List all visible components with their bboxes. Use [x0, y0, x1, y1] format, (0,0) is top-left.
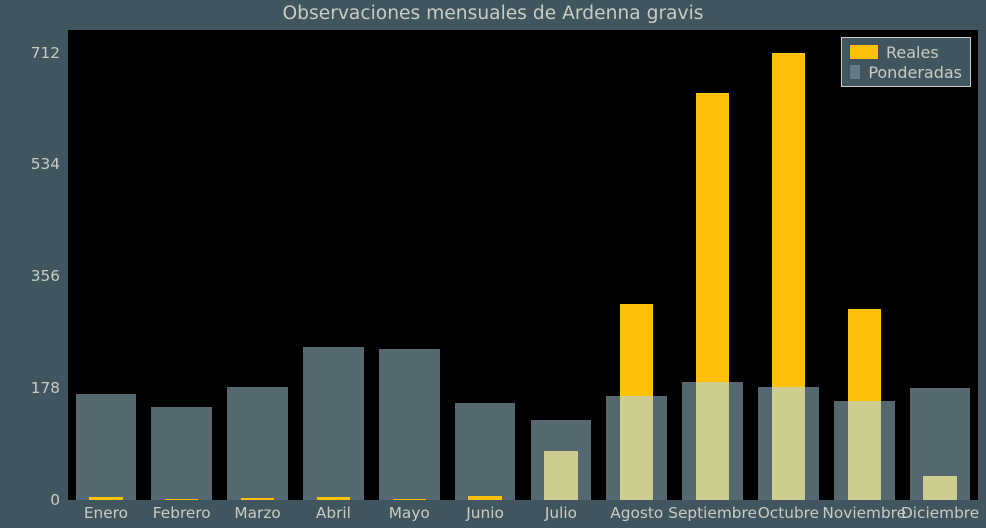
bar-reales-overlap: [620, 396, 653, 500]
bar-reales-overlap: [848, 401, 881, 500]
bar-ponderadas: [76, 394, 137, 500]
y-axis-labels: 0178356534712: [0, 30, 68, 500]
bar-ponderadas: [227, 387, 288, 500]
legend-item-ponderadas: Ponderadas: [850, 62, 962, 82]
x-tick-label: Febrero: [153, 504, 211, 522]
x-tick-label: Mayo: [389, 504, 430, 522]
x-tick-label: Septiembre: [668, 504, 757, 522]
x-tick-label: Abril: [316, 504, 351, 522]
bar-ponderadas: [151, 407, 212, 500]
bar-reales: [165, 499, 198, 500]
x-tick-label: Noviembre: [822, 504, 906, 522]
x-axis-labels: Enero Febrero Marzo Abril Mayo Junio Julio Agos…: [68, 504, 978, 528]
bar-reales: [317, 497, 350, 500]
bar-reales: [89, 497, 122, 500]
bar-reales: [241, 498, 274, 500]
bar-ponderadas: [455, 403, 516, 500]
bar-reales: [468, 496, 501, 500]
x-tick-label: Julio: [545, 504, 577, 522]
y-tick-label: 712: [20, 44, 60, 62]
bar-ponderadas: [379, 349, 440, 500]
bar-reales-overlap: [544, 451, 577, 500]
bar-reales-overlap: [923, 476, 956, 500]
chart-title: Observaciones mensuales de Ardenna gravi…: [0, 3, 986, 24]
legend: Reales Ponderadas: [841, 37, 971, 87]
bar-ponderadas: [303, 347, 364, 500]
legend-label-reales: Reales: [886, 43, 939, 62]
legend-swatch-ponderadas: [850, 65, 860, 79]
bar-reales-overlap: [696, 382, 729, 500]
bar-reales: [393, 499, 426, 500]
y-tick-label: 534: [20, 155, 60, 173]
legend-label-ponderadas: Ponderadas: [868, 63, 962, 82]
chart-figure: Observaciones mensuales de Ardenna gravi…: [0, 0, 986, 528]
x-tick-label: Enero: [84, 504, 128, 522]
legend-item-reales: Reales: [850, 42, 962, 62]
y-tick-label: 356: [20, 267, 60, 285]
legend-swatch-reales: [850, 45, 878, 59]
plot-area: Reales Ponderadas: [68, 30, 978, 500]
x-tick-label: Octubre: [758, 504, 819, 522]
bar-reales-overlap: [772, 387, 805, 500]
y-tick-label: 0: [20, 491, 60, 509]
x-tick-label: Diciembre: [901, 504, 979, 522]
y-tick-label: 178: [20, 379, 60, 397]
x-tick-label: Junio: [466, 504, 504, 522]
x-tick-label: Agosto: [610, 504, 663, 522]
x-tick-label: Marzo: [234, 504, 280, 522]
